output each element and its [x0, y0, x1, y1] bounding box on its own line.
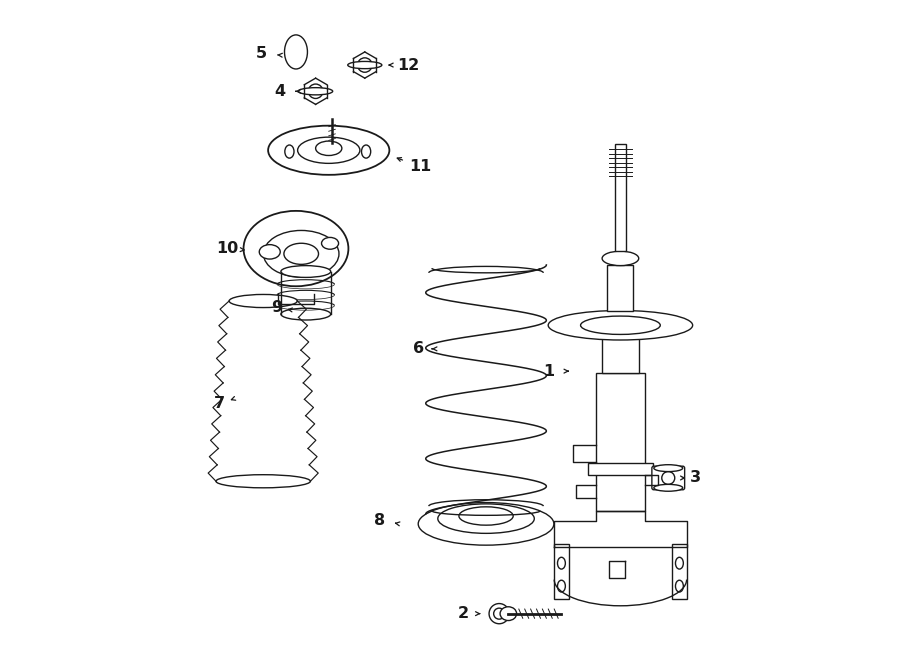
Ellipse shape [268, 126, 390, 175]
Text: 6: 6 [413, 341, 424, 356]
Ellipse shape [284, 243, 319, 264]
Ellipse shape [284, 35, 308, 69]
Ellipse shape [418, 502, 554, 545]
Text: 7: 7 [213, 397, 225, 411]
Text: 3: 3 [690, 471, 701, 485]
Ellipse shape [321, 237, 338, 249]
FancyBboxPatch shape [554, 544, 569, 600]
Ellipse shape [244, 211, 348, 286]
Ellipse shape [298, 137, 360, 163]
Ellipse shape [264, 231, 339, 277]
Text: 8: 8 [374, 513, 385, 528]
Text: 9: 9 [271, 300, 282, 315]
Ellipse shape [500, 607, 517, 621]
Ellipse shape [489, 603, 509, 624]
Text: 5: 5 [256, 46, 266, 61]
Ellipse shape [494, 608, 505, 619]
FancyBboxPatch shape [602, 337, 639, 373]
FancyBboxPatch shape [672, 544, 687, 600]
Ellipse shape [653, 465, 683, 471]
Ellipse shape [347, 61, 382, 69]
Ellipse shape [662, 471, 675, 485]
Ellipse shape [316, 141, 342, 155]
Ellipse shape [284, 145, 294, 158]
Text: 1: 1 [543, 364, 553, 379]
Ellipse shape [602, 251, 639, 266]
Ellipse shape [357, 58, 372, 72]
Text: 11: 11 [410, 159, 432, 174]
Text: 2: 2 [457, 606, 469, 621]
Text: 4: 4 [274, 84, 285, 98]
Ellipse shape [653, 485, 683, 491]
Ellipse shape [437, 504, 535, 533]
Ellipse shape [676, 580, 683, 592]
Ellipse shape [557, 580, 565, 592]
FancyBboxPatch shape [652, 466, 685, 490]
Text: 12: 12 [398, 58, 419, 73]
Ellipse shape [230, 294, 297, 307]
Ellipse shape [259, 245, 280, 259]
Ellipse shape [580, 316, 661, 334]
FancyBboxPatch shape [615, 143, 626, 251]
Ellipse shape [557, 557, 565, 569]
Ellipse shape [309, 84, 323, 98]
Ellipse shape [216, 475, 310, 488]
FancyBboxPatch shape [588, 463, 652, 475]
Ellipse shape [548, 311, 693, 340]
FancyBboxPatch shape [608, 265, 634, 311]
Text: 10: 10 [216, 241, 239, 256]
Ellipse shape [299, 88, 333, 95]
Ellipse shape [676, 557, 683, 569]
Ellipse shape [459, 507, 513, 525]
Ellipse shape [362, 145, 371, 158]
FancyBboxPatch shape [596, 373, 645, 511]
Ellipse shape [281, 266, 330, 278]
Ellipse shape [281, 308, 330, 320]
